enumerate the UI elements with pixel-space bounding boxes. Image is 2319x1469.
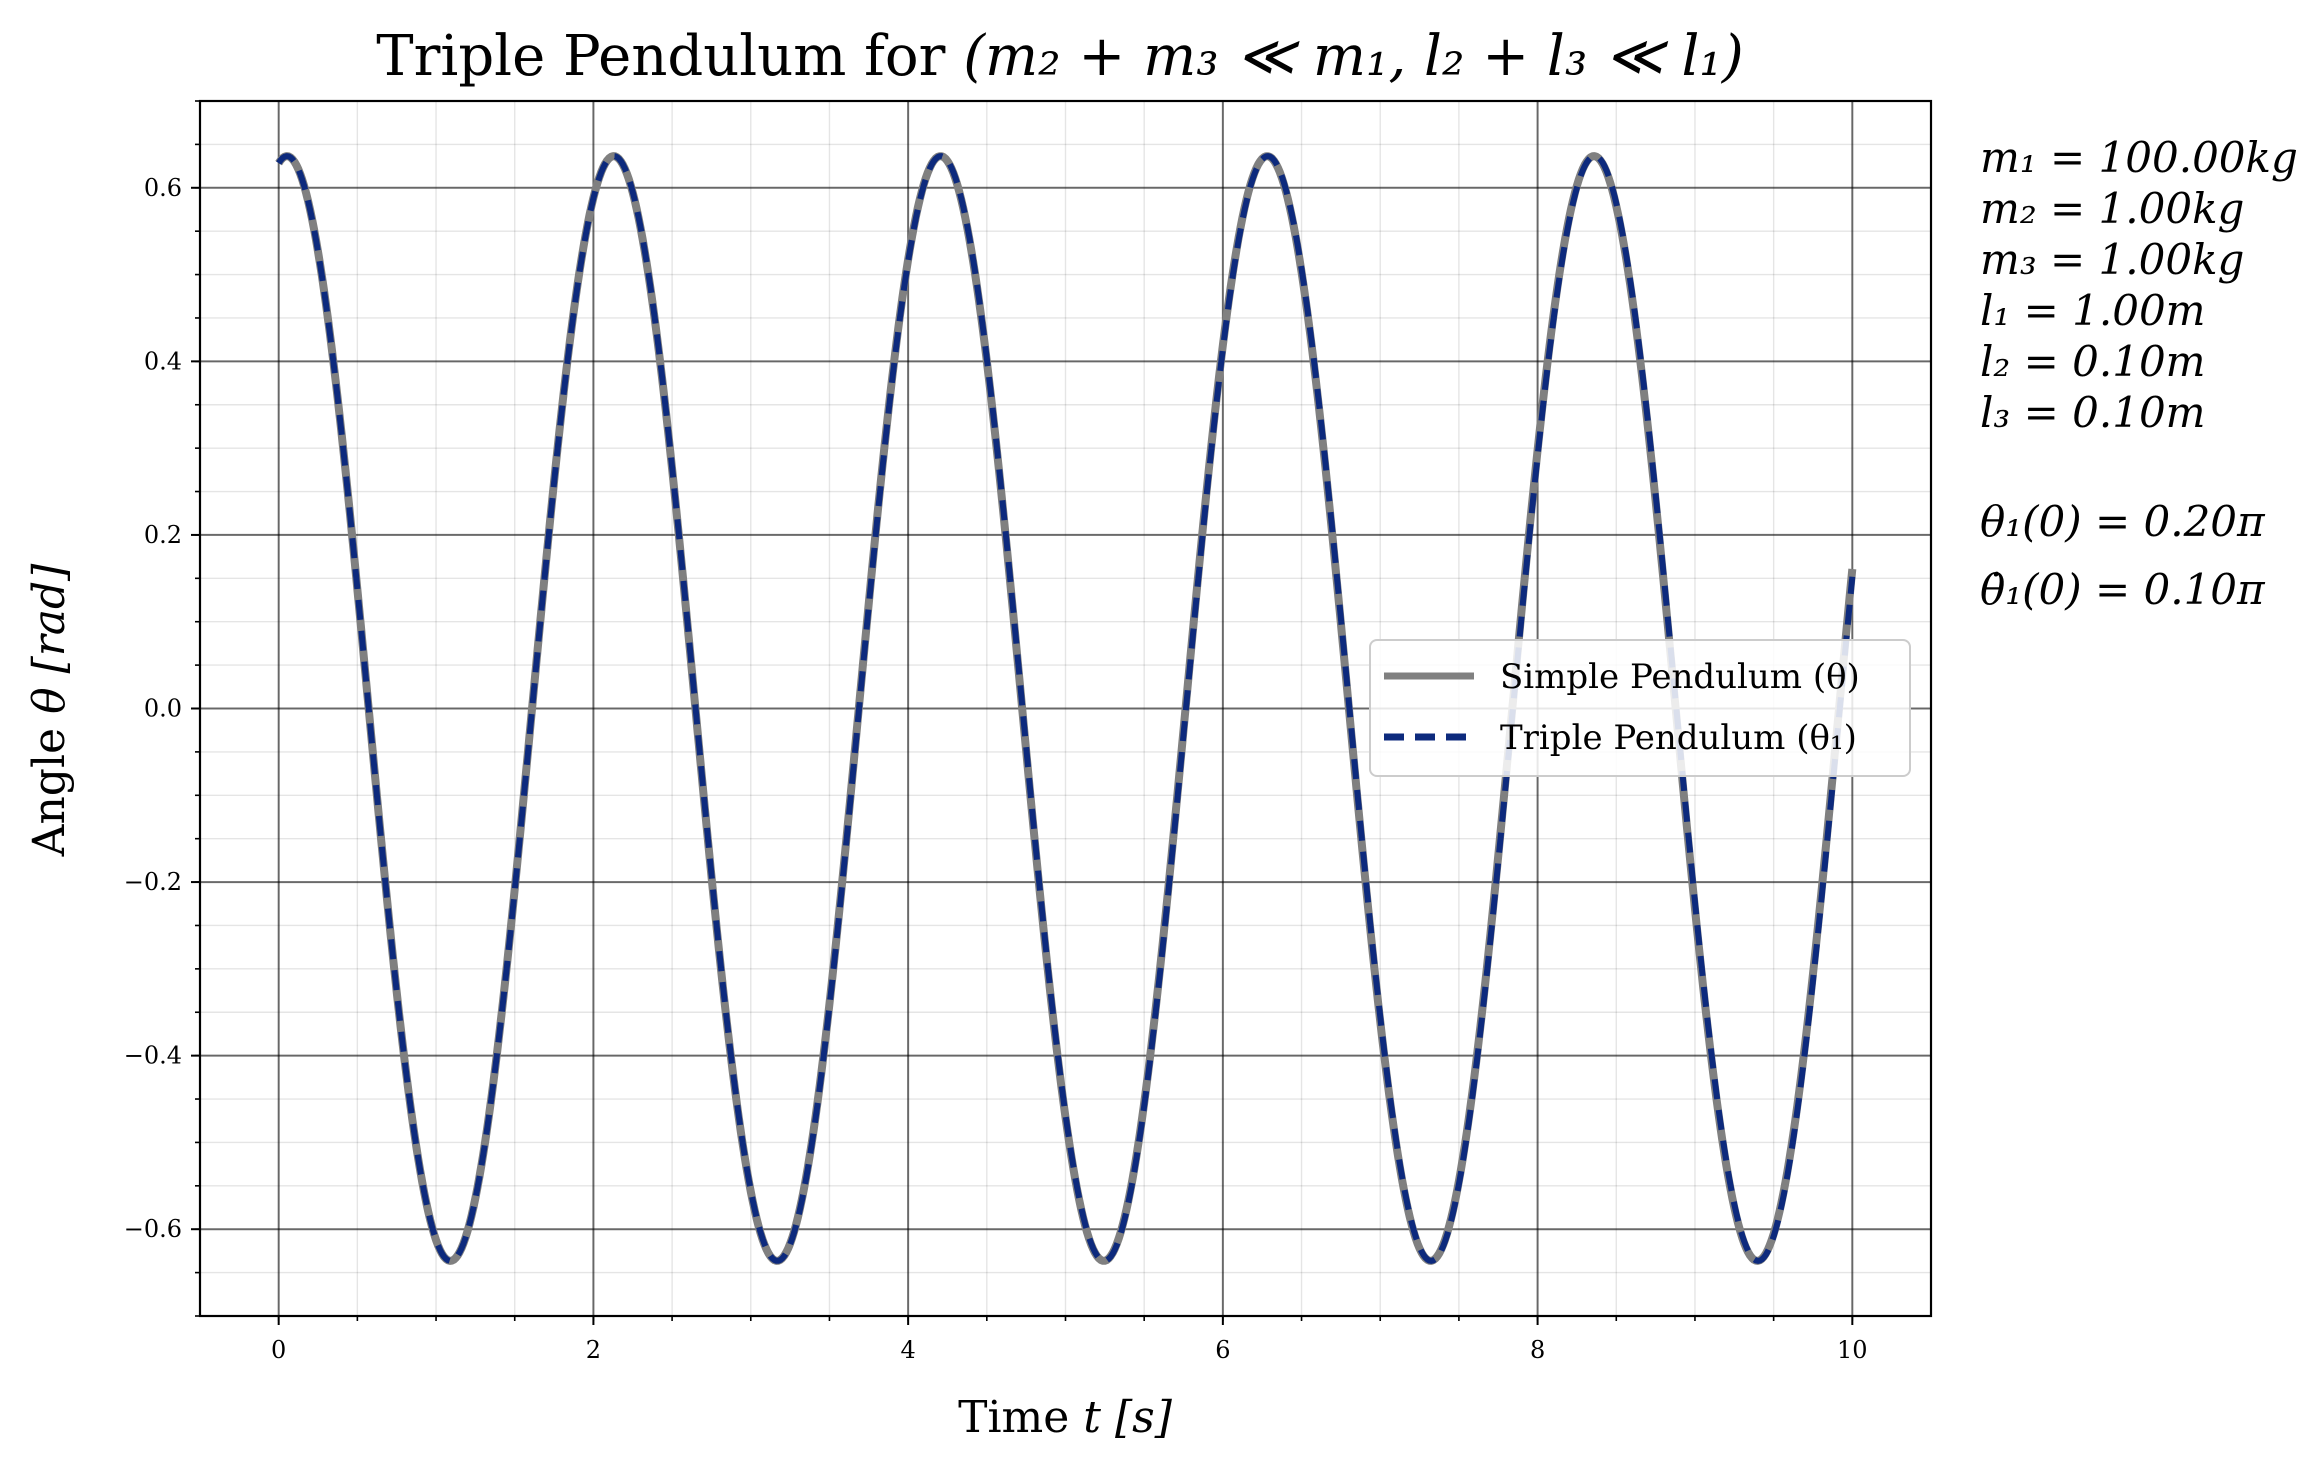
x-tick-label: 4 (900, 1336, 915, 1364)
y-axis-label-math: θ [rad] (24, 563, 75, 714)
legend: Simple Pendulum (θ) Triple Pendulum (θ₁) (1369, 639, 1911, 777)
param-m3: m₃ = 1.00kg (1980, 235, 2244, 284)
y-axis-label-prefix: Angle (24, 714, 75, 857)
y-tick-label: 0.2 (144, 521, 182, 549)
x-tick-label: 0 (271, 1336, 286, 1364)
chart-title-prefix: Triple Pendulum for (376, 24, 963, 89)
legend-box (1369, 639, 1911, 777)
param-m2: m₂ = 1.00kg (1980, 184, 2244, 233)
y-tick-label: −0.6 (124, 1215, 182, 1243)
chart-title: Triple Pendulum for (m₂ + m₃ ≪ m₁, l₂ + … (376, 24, 1743, 89)
y-tick-label: 0.4 (144, 347, 182, 375)
legend-label-triple: Triple Pendulum (θ₁) (1500, 718, 1857, 758)
x-tick-label: 8 (1530, 1336, 1545, 1364)
x-tick-label: 10 (1837, 1336, 1868, 1364)
x-axis-label-math: t [s] (1083, 1392, 1172, 1443)
param-m1: m₁ = 100.00kg (1980, 133, 2298, 182)
y-tick-label: 0.6 (144, 174, 182, 202)
param-theta1-initial: θ₁(0) = 0.20π (1980, 497, 2266, 546)
legend-label-simple: Simple Pendulum (θ) (1500, 657, 1860, 697)
x-tick-label: 6 (1215, 1336, 1230, 1364)
y-axis-label: Angle θ [rad] (24, 563, 75, 857)
param-l3: l₃ = 0.10m (1980, 388, 2206, 437)
ticks: 0 2 4 6 8 10 0.6 0.4 0.2 0.0 −0.2 −0.4 −0.6 (124, 100, 1868, 1364)
parameter-annotation: m₁ = 100.00kg m₂ = 1.00kg m₃ = 1.00kg l₁… (1980, 133, 2298, 614)
series-layer (275, 152, 1857, 1265)
param-l1: l₁ = 1.00m (1980, 286, 2206, 335)
x-axis-label-prefix: Time (958, 1392, 1083, 1443)
y-tick-label: −0.4 (124, 1042, 182, 1070)
param-l2: l₂ = 0.10m (1980, 337, 2206, 386)
y-tick-label: 0.0 (144, 695, 182, 723)
x-tick-label: 2 (586, 1336, 601, 1364)
param-theta1-dot-initial: θ̇₁(0) = 0.10π (1980, 565, 2266, 614)
chart-title-math: (m₂ + m₃ ≪ m₁, l₂ + l₃ ≪ l₁) (963, 24, 1744, 89)
x-axis-label: Time t [s] (958, 1392, 1173, 1443)
y-tick-label: −0.2 (124, 868, 182, 896)
